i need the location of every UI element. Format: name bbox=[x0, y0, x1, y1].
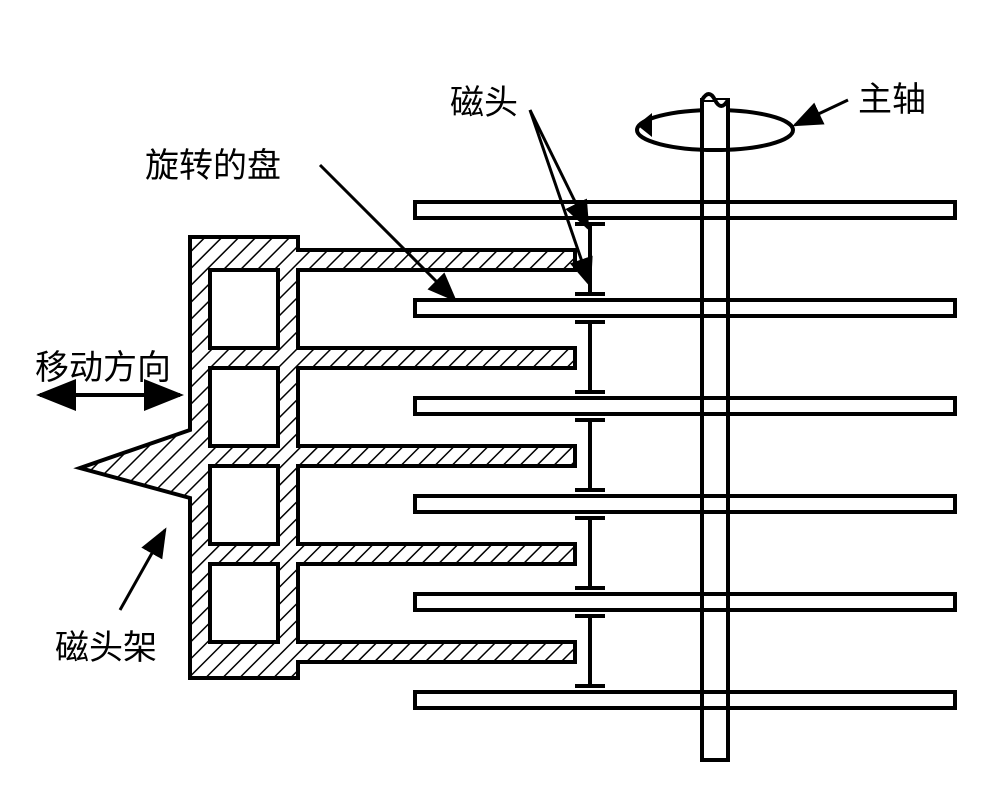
label-spindle: 主轴 bbox=[858, 72, 926, 121]
label-rotating-disk: 旋转的盘 bbox=[145, 138, 281, 187]
label-head-arm: 磁头架 bbox=[55, 620, 157, 669]
label-movement-direction: 移动方向 bbox=[35, 340, 171, 389]
spindle-shaft bbox=[637, 94, 793, 760]
read-write-heads bbox=[575, 224, 605, 686]
label-magnetic-head: 磁头 bbox=[450, 75, 518, 124]
